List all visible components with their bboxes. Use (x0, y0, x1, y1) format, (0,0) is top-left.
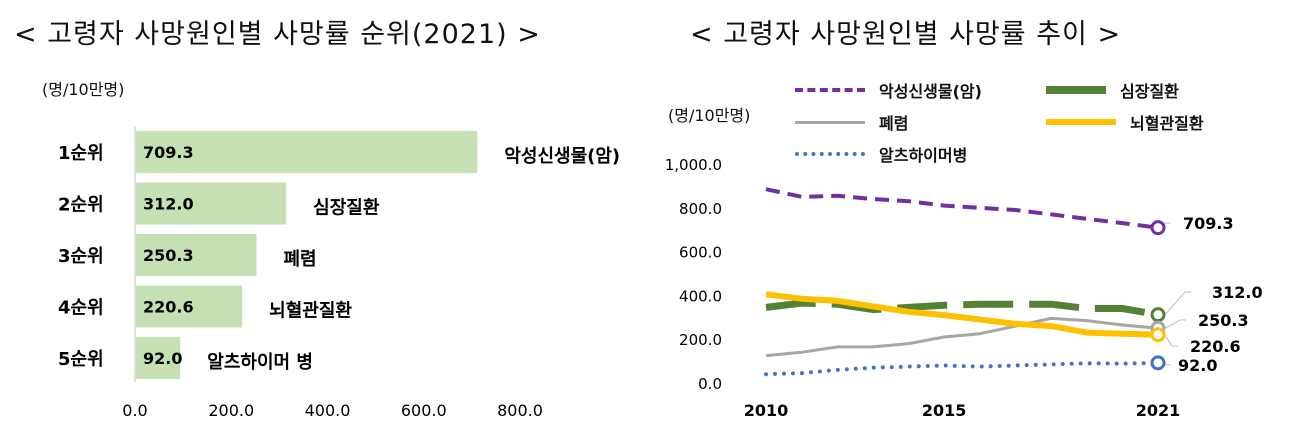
bar-4 (136, 285, 243, 328)
line-y-tick-label: 0.0 (698, 375, 722, 393)
bar-category-label: 1순위 (58, 143, 104, 164)
end-marker-stroke (1150, 327, 1166, 343)
bar-1 (136, 131, 478, 173)
bar-x-tick-label: 600.0 (401, 401, 447, 420)
bar-category-label: 3순위 (58, 246, 104, 267)
legend-item-stroke: 뇌혈관질환 (1046, 112, 1204, 133)
legend-item-cancer: 악성신생물(암) (795, 80, 982, 101)
left-chart-unit: (명/10만명) (42, 80, 125, 99)
legend-swatch-stroke (1046, 119, 1116, 125)
bar-value-label: 312.0 (143, 195, 194, 214)
legend-swatch-alzheimer (795, 152, 865, 156)
line-series-cancer (765, 187, 1159, 230)
bar-cause-label: 폐렴 (283, 249, 316, 270)
legend-label: 악성신생물(암) (879, 82, 982, 101)
line-y-tick-label: 1,000.0 (665, 156, 722, 174)
end-value-label: 312.0 (1212, 283, 1263, 302)
bar-5 (136, 337, 181, 379)
bar-value-label: 92.0 (143, 349, 182, 368)
line-x-tick-label: 2010 (744, 401, 789, 420)
legend-swatch-heart (1046, 86, 1106, 94)
end-label-leader (1164, 334, 1178, 347)
bar-x-tick-label: 800.0 (497, 401, 543, 420)
left-chart-title: < 고령자 사망원인별 사망률 순위(2021) > (14, 19, 541, 50)
line-x-tick-label: 2021 (1136, 401, 1181, 420)
end-marker-cancer (1150, 220, 1166, 236)
line-y-tick-label: 400.0 (679, 287, 722, 305)
bar-x-tick-label: 200.0 (208, 401, 254, 420)
end-label-leader (1164, 319, 1186, 329)
line-x-tick-label: 2015 (922, 401, 967, 420)
legend-swatch-pneumonia (795, 120, 865, 124)
legend-label: 알츠하이머병 (879, 146, 968, 165)
line-y-tick-label: 800.0 (679, 200, 722, 218)
line-series-pneumonia (765, 316, 1159, 358)
bar-cause-label: 심장질환 (313, 197, 380, 219)
right-chart-unit: (명/10만명) (668, 106, 751, 125)
bar-value-label: 220.6 (143, 298, 194, 317)
line-series-stroke (765, 291, 1159, 338)
bar-x-tick-label: 0.0 (122, 401, 147, 420)
legend-label: 뇌혈관질환 (1130, 114, 1204, 133)
bar-2 (136, 182, 287, 225)
bar-x-tick-label: 400.0 (305, 401, 351, 420)
bar-value-label: 709.3 (143, 143, 194, 162)
legend-label: 심장질환 (1120, 82, 1179, 101)
bar-3 (136, 234, 257, 276)
end-marker-alzheimer (1150, 355, 1166, 371)
bar-category-label: 5순위 (58, 349, 104, 370)
end-label-leader (1164, 222, 1171, 228)
end-label-leader (1164, 291, 1191, 316)
bar-cause-label: 악성신생물(암) (504, 146, 620, 167)
end-value-label: 709.3 (1183, 214, 1234, 233)
line-series-heart (765, 299, 1159, 319)
end-value-label: 220.6 (1190, 337, 1241, 356)
line-y-tick-label: 600.0 (679, 244, 722, 262)
legend-item-heart: 심장질환 (1046, 80, 1179, 101)
end-value-label: 250.3 (1198, 311, 1249, 330)
bar-category-label: 2순위 (58, 195, 104, 216)
end-label-leader (1164, 362, 1171, 366)
legend-label: 폐렴 (879, 114, 909, 133)
end-marker-heart (1150, 307, 1166, 323)
line-y-tick-label: 200.0 (679, 331, 722, 349)
legend-item-pneumonia: 폐렴 (795, 112, 909, 133)
line-series-alzheimer (764, 360, 1160, 377)
legend-swatch-cancer (795, 88, 865, 92)
bar-cause-label: 알츠하이머 병 (207, 352, 313, 373)
bar-cause-label: 뇌혈관질환 (269, 300, 352, 322)
right-chart-title: < 고령자 사망원인별 사망률 추이 > (690, 19, 1122, 50)
bar-value-label: 250.3 (143, 246, 194, 265)
end-value-label: 92.0 (1178, 356, 1217, 375)
legend-item-alzheimer: 알츠하이머병 (795, 144, 968, 165)
bar-category-label: 4순위 (58, 298, 104, 319)
